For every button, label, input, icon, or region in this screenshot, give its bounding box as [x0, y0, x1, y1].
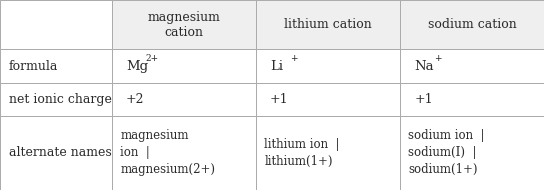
Text: Na: Na	[415, 59, 434, 73]
Text: net ionic charge: net ionic charge	[9, 93, 112, 106]
Text: Mg: Mg	[126, 59, 148, 73]
Bar	[256, 83, 400, 116]
Text: magnesium
ion  |
magnesium(2+): magnesium ion | magnesium(2+)	[120, 129, 215, 177]
Bar	[112, 116, 256, 190]
Bar	[256, 0, 400, 49]
Text: sodium ion  |
sodium(I)  |
sodium(1+): sodium ion | sodium(I) | sodium(1+)	[409, 129, 485, 177]
Text: +: +	[434, 54, 441, 63]
Text: alternate names: alternate names	[9, 146, 112, 159]
Text: formula: formula	[9, 59, 58, 73]
Text: sodium cation: sodium cation	[428, 18, 516, 31]
Bar	[0, 83, 112, 116]
Bar	[400, 0, 544, 49]
Bar	[112, 83, 256, 116]
Text: +2: +2	[126, 93, 145, 106]
Text: 2+: 2+	[145, 54, 159, 63]
Bar	[112, 49, 256, 83]
Text: magnesium
cation: magnesium cation	[147, 11, 220, 39]
Text: lithium cation: lithium cation	[284, 18, 372, 31]
Bar	[400, 116, 544, 190]
Bar	[0, 49, 112, 83]
Bar	[400, 49, 544, 83]
Text: +1: +1	[270, 93, 289, 106]
Text: lithium ion  |
lithium(1+): lithium ion | lithium(1+)	[264, 138, 340, 168]
Bar	[0, 116, 112, 190]
Bar	[256, 49, 400, 83]
Bar	[0, 0, 112, 49]
Bar	[256, 116, 400, 190]
Bar	[112, 0, 256, 49]
Text: Li: Li	[270, 59, 283, 73]
Text: +: +	[289, 54, 297, 63]
Text: +1: +1	[415, 93, 433, 106]
Bar	[400, 83, 544, 116]
